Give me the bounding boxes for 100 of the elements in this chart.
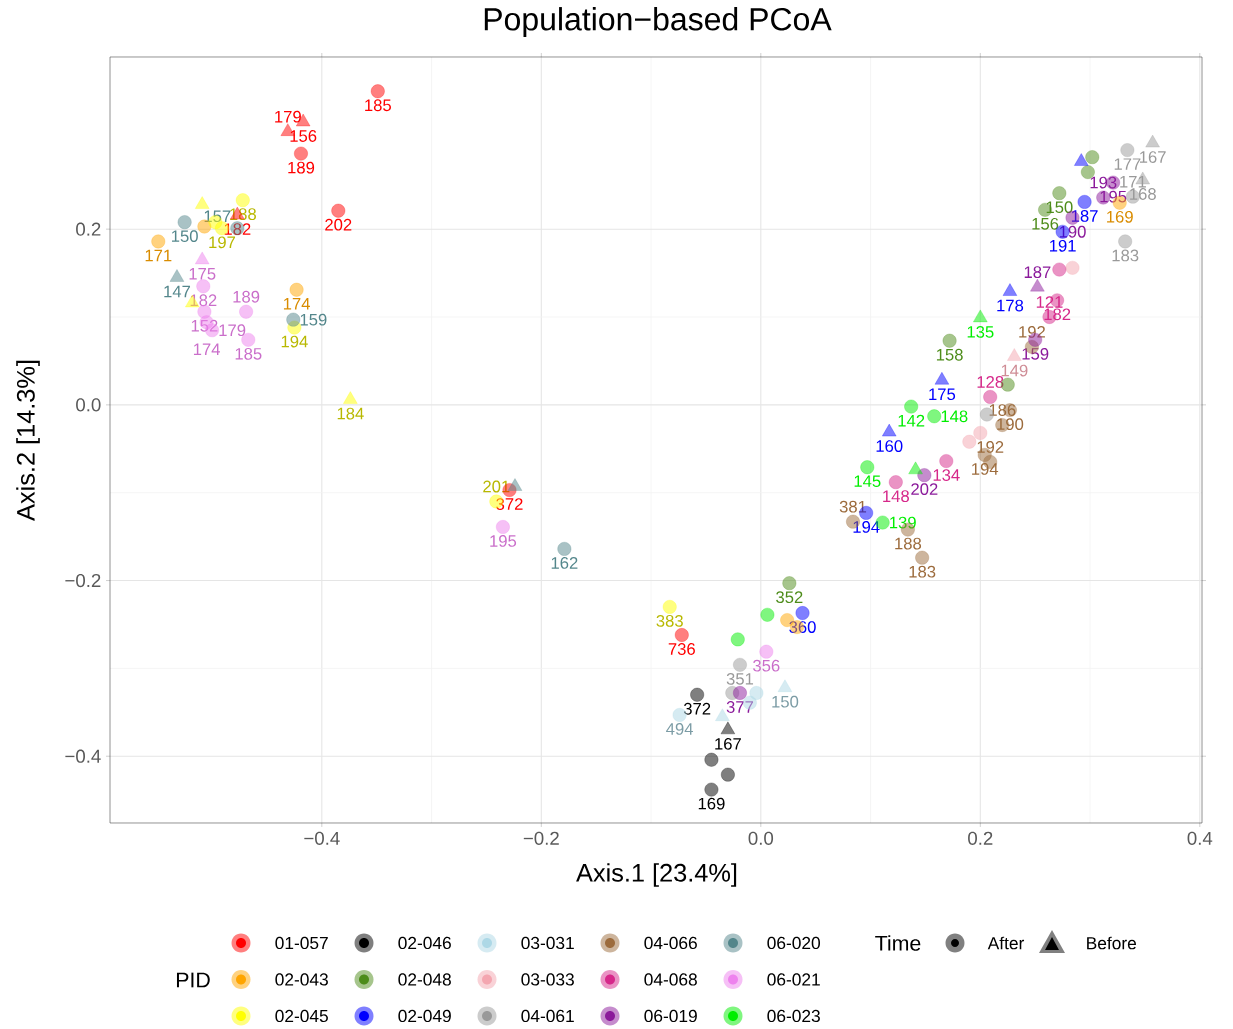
annotation: 162 xyxy=(551,557,578,569)
point xyxy=(704,752,719,767)
annotation: 121 xyxy=(1036,296,1063,308)
legend-label: 02-048 xyxy=(398,973,451,986)
legend-label: 03-033 xyxy=(521,973,574,986)
x-tick-label: 0.2 xyxy=(968,831,993,845)
annotation: 149 xyxy=(1001,364,1028,377)
annotation: 188 xyxy=(230,208,256,221)
legend-label: 04-068 xyxy=(644,973,697,986)
point xyxy=(1118,234,1133,249)
annotation: 195 xyxy=(1100,190,1127,203)
point xyxy=(195,196,210,209)
legend-label: 06-021 xyxy=(767,973,820,986)
annotation: 187 xyxy=(1071,210,1098,222)
annotation: 148 xyxy=(883,490,909,503)
legend-title: PID xyxy=(176,972,210,988)
annotation: 179 xyxy=(275,110,301,123)
point xyxy=(370,84,385,99)
point xyxy=(495,520,510,534)
point xyxy=(888,475,903,490)
annotation: 171 xyxy=(145,249,172,262)
annotation: 142 xyxy=(898,414,925,427)
annotation: 135 xyxy=(967,326,994,338)
point xyxy=(730,632,745,647)
legend-label: 06-019 xyxy=(644,1009,697,1023)
point xyxy=(942,333,957,348)
point xyxy=(904,399,919,414)
y-tick-label: 0.2 xyxy=(76,222,101,236)
point xyxy=(733,657,747,672)
point xyxy=(196,279,211,294)
point xyxy=(1120,143,1135,158)
x-tick-label: 0.0 xyxy=(748,831,774,845)
annotation: 372 xyxy=(683,702,711,715)
annotation: 159 xyxy=(300,313,327,326)
annotation: 171 xyxy=(1120,175,1146,188)
point xyxy=(289,282,304,297)
legend-label: 02-049 xyxy=(398,1009,451,1023)
annotation: 192 xyxy=(977,441,1004,453)
annotation: 148 xyxy=(941,410,968,423)
point xyxy=(720,767,735,782)
annotation: 178 xyxy=(997,299,1024,312)
annotation: 179 xyxy=(219,324,246,337)
annotation: 197 xyxy=(209,236,236,249)
point xyxy=(1007,348,1022,361)
point xyxy=(927,409,942,424)
annotation: 383 xyxy=(656,615,683,627)
legend-label: 01-057 xyxy=(275,936,328,950)
point xyxy=(674,628,689,642)
annotation: 189 xyxy=(233,290,260,303)
annotation: 352 xyxy=(776,591,803,604)
annotation: 174 xyxy=(193,343,220,356)
x-tick-label: −0.2 xyxy=(523,831,559,845)
annotation: 494 xyxy=(666,723,694,735)
point xyxy=(662,599,677,614)
point xyxy=(934,371,950,385)
annotation: 174 xyxy=(283,298,310,310)
point xyxy=(908,461,923,475)
point xyxy=(795,606,810,620)
annotation: 188 xyxy=(895,537,922,550)
annotation: 167 xyxy=(715,737,741,750)
annotation: 190 xyxy=(997,418,1024,431)
annotation: 191 xyxy=(1050,239,1076,252)
point xyxy=(983,390,998,404)
point xyxy=(1065,260,1080,275)
x-axis-title: Axis.1 [23.4%] xyxy=(576,863,737,887)
legend-label: 04-061 xyxy=(521,1009,574,1023)
annotation: 183 xyxy=(909,565,936,578)
annotation: 159 xyxy=(1022,347,1049,360)
point xyxy=(331,203,346,218)
annotation: 195 xyxy=(490,535,517,547)
x-tick-label: 0.4 xyxy=(1187,831,1213,845)
point xyxy=(733,686,747,700)
text: Time xyxy=(875,935,921,951)
annotation: 145 xyxy=(854,475,881,488)
annotation: 194 xyxy=(972,463,999,475)
annotation: 377 xyxy=(726,701,754,713)
chart-title: Population−based PCoA xyxy=(484,7,832,37)
legend-label: 03-031 xyxy=(521,936,574,950)
annotation: 201 xyxy=(483,480,510,493)
point xyxy=(1085,150,1100,165)
annotation: 160 xyxy=(876,440,903,452)
point xyxy=(1002,283,1018,296)
annotation: 372 xyxy=(496,498,523,510)
point xyxy=(177,215,192,230)
annotation: 128 xyxy=(977,376,1004,388)
y-tick-label: −0.2 xyxy=(65,573,101,588)
annotation: 194 xyxy=(281,335,308,348)
annotation: 175 xyxy=(929,388,956,401)
point xyxy=(1030,278,1045,292)
annotation: 183 xyxy=(1112,249,1139,262)
annotation: 168 xyxy=(1130,188,1156,200)
point xyxy=(1052,262,1067,277)
annotation: 158 xyxy=(936,348,963,361)
point xyxy=(759,644,774,659)
annotation: 187 xyxy=(1024,266,1051,279)
point xyxy=(860,460,875,475)
annotation: 169 xyxy=(698,797,725,810)
point xyxy=(1145,134,1160,148)
point xyxy=(973,309,988,323)
text: Before xyxy=(1087,936,1136,950)
